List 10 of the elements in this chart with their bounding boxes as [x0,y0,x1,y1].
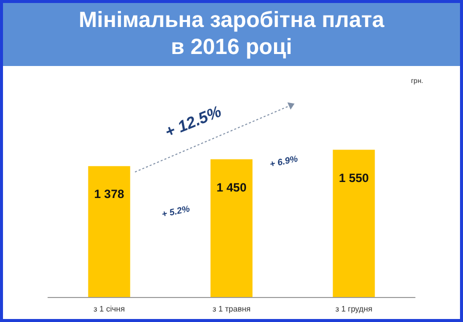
data-label: 1 550 [338,170,370,185]
x-tick-label: з 1 січня [94,304,125,314]
annotation: + 6.9% [268,154,299,170]
data-label: 1 378 [94,187,125,202]
chart-title: Мінімальна заробітна плата в 2016 році [3,3,460,66]
data-label: 1 450 [216,180,247,194]
annotation: + 5.2% [160,204,191,220]
x-tick-label: з 1 грудня [335,304,372,314]
text: + 12.5% [162,104,224,142]
x-tick-label: з 1 травня [212,304,251,314]
